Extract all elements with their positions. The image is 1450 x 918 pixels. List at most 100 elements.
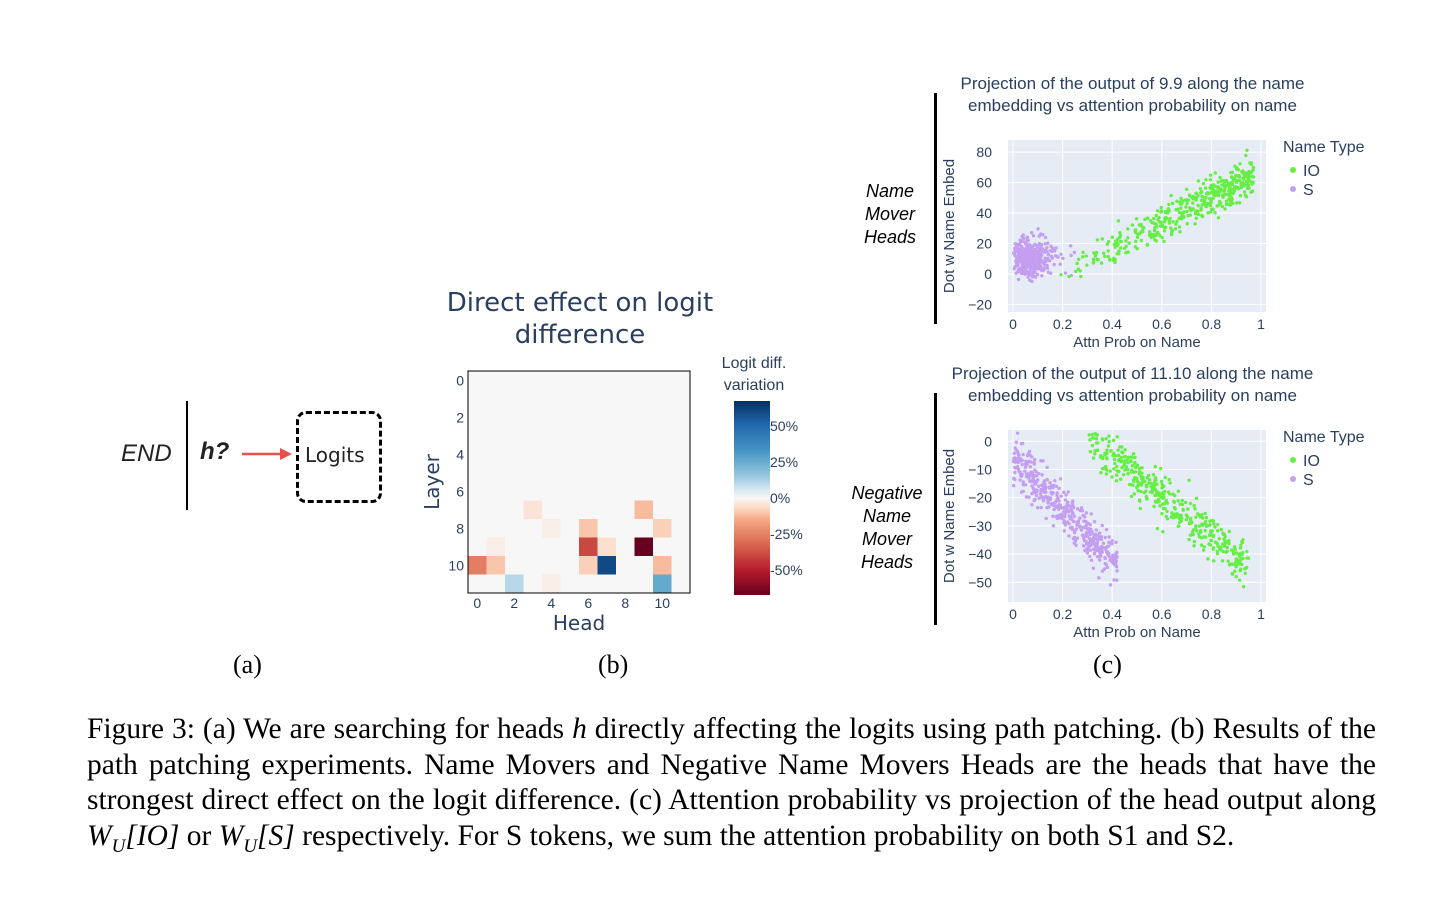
scatter-point-io [1179,196,1183,200]
scatter-point-s [1108,583,1113,587]
heatmap-x-tick: 4 [547,595,555,611]
scatter-point-io [1118,231,1122,235]
scatter-point-io [1215,529,1220,533]
scatter-point-io [1223,541,1227,545]
scatter-point-io [1094,433,1099,437]
scatter-point-s [1092,520,1097,524]
scatter-point-s [1100,569,1105,573]
scatter-point-s [1051,514,1055,518]
scatter-point-io [1134,239,1138,244]
scatter-point-io [1247,186,1251,190]
scatter-point-io [1160,482,1164,487]
scatter-point-io [1180,217,1184,221]
heatmap-title-line1: Direct effect on logit [446,288,714,318]
heatmap-cell [653,537,672,557]
scatter-point-io [1214,189,1218,193]
caption-part: or [179,819,219,852]
scatter-point-io [1210,529,1215,533]
caption-math-arg: [IO] [125,819,180,852]
scatter-plot-bottom: 0 0.2 0.4 0.6 0.8 1 0 −10 −20 −30 −40 −50 Attn Prob … [941,429,1365,638]
row-label-line: Name [862,506,911,526]
heatmap-cell [653,389,672,409]
scatter-point-s [1094,528,1099,532]
scatter-point-io [1117,458,1121,462]
scatter-point-s [1058,503,1063,507]
scatter-point-s [1036,484,1041,488]
scatter-point-io [1114,243,1118,247]
heatmap-cell [616,426,635,446]
scatter-point-io [1164,216,1169,221]
scatter-point-io [1242,190,1247,194]
scatter-point-io [1196,179,1201,183]
scatter-point-io [1194,515,1198,519]
end-divider [186,401,188,510]
scatter-point-io [1240,170,1244,174]
scatter-point-s [1030,249,1034,254]
scatter-point-io [1154,493,1158,498]
heatmap-cell [616,371,635,390]
row-label-line: Name [865,181,914,201]
scatter-point-s [1011,483,1016,488]
scatter-point-io [1146,473,1151,478]
scatter-point-s [1043,235,1048,240]
scatter-point-io [1138,506,1143,511]
scatter-point-io [1215,542,1220,546]
scatter-point-io [1099,454,1103,458]
scatter-point-s [1075,536,1080,540]
scatter-point-io [1115,252,1119,256]
scatter-point-s [1101,541,1106,546]
heatmap-cell [634,537,654,557]
scatter-point-io [1153,226,1157,230]
scatter-point-io [1216,185,1220,190]
scatter-point-s [1084,519,1088,524]
scatter-point-io [1160,486,1164,490]
scatter-point-s [1056,516,1060,520]
scatter-point-s [1038,265,1043,269]
scatter-point-s [1013,470,1017,475]
scatter-point-io [1243,571,1247,576]
scatter-point-s [1044,516,1048,521]
scatter-point-io [1112,467,1116,471]
heatmap-cell [560,445,580,464]
scatter-point-io [1137,223,1141,227]
heatmap-cell [616,482,635,501]
scatter-point-s [1013,456,1017,460]
scatter-point-io [1116,448,1120,452]
heatmap-cell [653,519,672,538]
heatmap-cell [579,519,598,538]
scatter-point-io [1174,222,1178,226]
scatter-point-s [1091,547,1096,551]
caption-part: respectively. For S tokens, we sum the a… [294,819,1235,852]
scatter-point-io [1118,445,1122,449]
scatter-point-io [1213,525,1217,529]
heatmap-frame [467,370,691,594]
heatmap-cell [579,537,598,557]
scatter-bottom-title-line2: embedding vs attention probability on na… [968,386,1297,405]
scatter-point-s [1078,525,1082,529]
scatter-point-io [1219,545,1223,550]
legend-title: Name Type [1283,139,1365,156]
heatmap-cell [579,500,598,520]
heatmap-cell [468,482,487,501]
scatter-point-s [1032,474,1037,479]
heatmap-cell [523,537,543,557]
scatter-point-io [1116,219,1121,223]
scatter-point-s [1024,495,1029,499]
scatter-point-io [1219,179,1223,183]
scatter-point-io [1249,161,1254,165]
heatmap-cell [542,445,561,464]
scatter-point-io [1178,230,1182,234]
scatter-point-io [1160,496,1164,500]
scatter-point-io [1203,186,1208,190]
scatter-point-io [1164,498,1169,503]
scatter-point-s [1028,278,1032,282]
scatter-point-s [1080,509,1085,513]
scatter-point-io [1220,204,1225,209]
scatter-point-io [1204,195,1208,200]
scatter-point-s [1053,478,1057,483]
scatter-point-io [1225,545,1229,550]
scatter-point-io [1196,203,1200,208]
scatter-point-io [1094,250,1099,255]
scatter-point-s [1012,267,1016,271]
scatter-point-io [1191,194,1195,199]
